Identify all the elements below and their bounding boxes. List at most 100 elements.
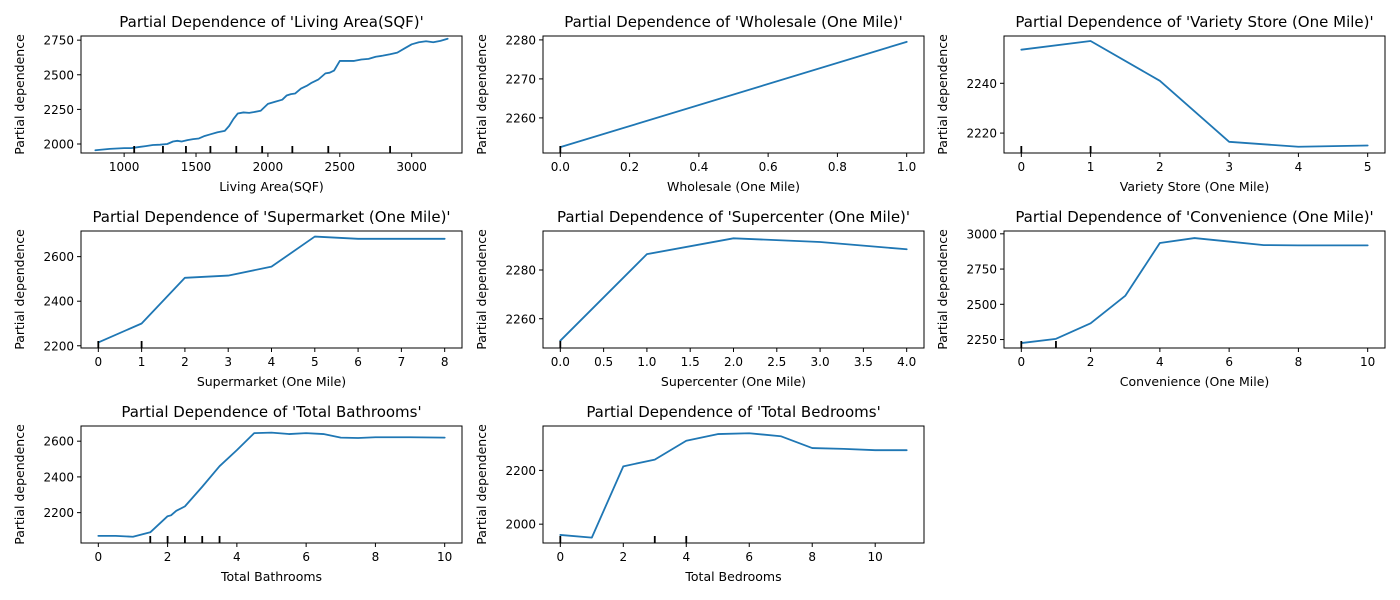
- y-tick-label: 2270: [505, 72, 536, 86]
- y-tick-label: 2250: [966, 333, 997, 347]
- series-line: [559, 40, 908, 149]
- y-tick-label: 2260: [505, 111, 536, 125]
- x-tick-label: 0.6: [759, 160, 778, 174]
- y-tick-label: 2000: [505, 518, 536, 532]
- axes-frame: [80, 35, 463, 154]
- x-tick-label: 6: [302, 550, 310, 564]
- axes-frame: [1003, 35, 1386, 154]
- x-tick-label: 4: [1295, 160, 1303, 174]
- y-tick-label: 2240: [966, 77, 997, 91]
- y-axis-label: Partial dependence: [12, 424, 27, 545]
- x-tick-label: 8: [808, 550, 816, 564]
- y-axis-label: Partial dependence: [474, 34, 489, 155]
- x-tick-label: 3000: [396, 160, 427, 174]
- y-tick-label: 2000: [43, 138, 74, 152]
- x-tick-label: 8: [441, 355, 449, 369]
- series-line: [1020, 237, 1369, 344]
- x-tick-label: 1000: [109, 160, 140, 174]
- x-axis-label: Convenience (One Mile): [1120, 374, 1270, 389]
- x-tick-label: 1.0: [637, 355, 656, 369]
- chart-title: Partial Dependence of 'Convenience (One …: [1015, 208, 1373, 226]
- y-axis-label: Partial dependence: [474, 229, 489, 350]
- subplot-3: Partial Dependence of 'Variety Store (On…: [935, 13, 1386, 194]
- x-tick-label: 0: [94, 550, 102, 564]
- x-tick-label: 3.0: [811, 355, 830, 369]
- x-tick-label: 0.2: [620, 160, 639, 174]
- chart-title: Partial Dependence of 'Living Area(SQF)': [119, 13, 423, 31]
- axes-frame: [542, 425, 925, 544]
- y-tick-label: 2200: [505, 464, 536, 478]
- x-tick-label: 6: [354, 355, 362, 369]
- chart-title: Partial Dependence of 'Supermarket (One …: [92, 208, 450, 226]
- x-axis-label: Supermarket (One Mile): [197, 374, 346, 389]
- x-tick-label: 0: [94, 355, 102, 369]
- x-axis-label: Variety Store (One Mile): [1120, 179, 1269, 194]
- chart-title: Partial Dependence of 'Total Bathrooms': [121, 403, 421, 421]
- y-tick-label: 2250: [43, 103, 74, 117]
- x-tick-label: 6: [1225, 355, 1233, 369]
- x-tick-label: 0.5: [594, 355, 613, 369]
- y-axis-label: Partial dependence: [474, 424, 489, 545]
- series-line: [94, 37, 449, 152]
- x-tick-label: 10: [437, 550, 452, 564]
- y-axis-label: Partial dependence: [935, 34, 950, 155]
- axes-frame: [542, 35, 925, 154]
- y-tick-label: 2220: [966, 127, 997, 141]
- y-tick-label: 3000: [966, 227, 997, 241]
- x-tick-label: 1500: [181, 160, 212, 174]
- subplot-1: Partial Dependence of 'Living Area(SQF)'…: [12, 13, 463, 194]
- series-line: [559, 432, 908, 539]
- y-tick-label: 2600: [43, 250, 74, 264]
- y-tick-label: 2750: [43, 34, 74, 48]
- y-tick-label: 2750: [966, 263, 997, 277]
- x-tick-label: 0.4: [689, 160, 708, 174]
- y-tick-label: 2400: [43, 470, 74, 484]
- x-axis-label: Total Bathrooms: [220, 569, 322, 584]
- x-tick-label: 0.0: [551, 355, 570, 369]
- x-axis-label: Wholesale (One Mile): [667, 179, 800, 194]
- chart-title: Partial Dependence of 'Variety Store (On…: [1015, 13, 1373, 31]
- x-tick-label: 3.5: [854, 355, 873, 369]
- x-tick-label: 2: [619, 550, 627, 564]
- series-line: [559, 237, 908, 342]
- series-line: [1020, 40, 1369, 148]
- y-tick-label: 2200: [43, 506, 74, 520]
- x-tick-label: 1.0: [897, 160, 916, 174]
- y-axis-label: Partial dependence: [12, 34, 27, 155]
- chart-title: Partial Dependence of 'Wholesale (One Mi…: [564, 13, 903, 31]
- subplot-2: Partial Dependence of 'Wholesale (One Mi…: [474, 13, 925, 194]
- chart-title: Partial Dependence of 'Total Bedrooms': [586, 403, 880, 421]
- x-tick-label: 3: [224, 355, 232, 369]
- x-tick-label: 4: [268, 355, 276, 369]
- x-axis-label: Total Bedrooms: [684, 569, 781, 584]
- x-tick-label: 2.0: [724, 355, 743, 369]
- subplot-5: Partial Dependence of 'Supercenter (One …: [474, 208, 925, 389]
- axes-frame: [80, 425, 463, 544]
- series-line: [97, 235, 446, 344]
- subplot-4: Partial Dependence of 'Supermarket (One …: [12, 208, 463, 389]
- x-tick-label: 1: [1087, 160, 1095, 174]
- x-tick-label: 8: [372, 550, 380, 564]
- x-tick-label: 0.8: [828, 160, 847, 174]
- x-tick-label: 1: [138, 355, 146, 369]
- series-line: [97, 431, 446, 538]
- x-tick-label: 10: [1360, 355, 1375, 369]
- y-tick-label: 2500: [966, 298, 997, 312]
- x-tick-label: 4: [682, 550, 690, 564]
- subplot-7: Partial Dependence of 'Total Bathrooms' 0…: [12, 403, 463, 584]
- y-tick-label: 2280: [505, 264, 536, 278]
- x-tick-label: 2: [1087, 355, 1095, 369]
- x-tick-label: 2: [164, 550, 172, 564]
- x-tick-label: 1.5: [681, 355, 700, 369]
- y-tick-label: 2200: [43, 339, 74, 353]
- x-tick-label: 10: [868, 550, 883, 564]
- x-axis-label: Living Area(SQF): [219, 179, 324, 194]
- x-tick-label: 0.0: [551, 160, 570, 174]
- subplot-6: Partial Dependence of 'Convenience (One …: [935, 208, 1386, 389]
- x-tick-label: 8: [1295, 355, 1303, 369]
- x-tick-label: 0: [556, 550, 564, 564]
- subplot-8: Partial Dependence of 'Total Bedrooms' 0 2…: [474, 403, 925, 584]
- x-tick-label: 5: [1364, 160, 1372, 174]
- x-tick-label: 4: [233, 550, 241, 564]
